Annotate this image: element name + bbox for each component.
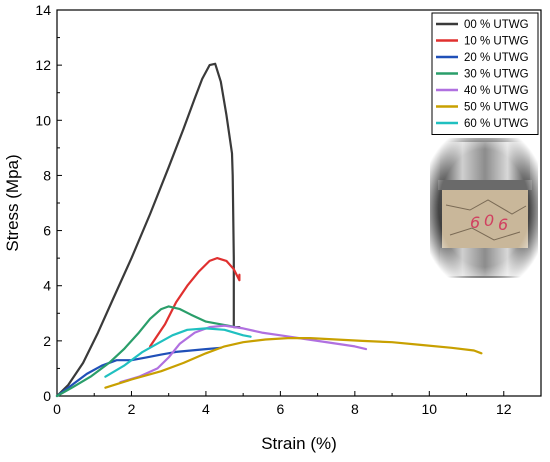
y-tick-label: 2 bbox=[43, 333, 51, 349]
y-axis-title: Stress (Mpa) bbox=[3, 154, 22, 251]
series-line-3 bbox=[55, 305, 237, 398]
series-lines bbox=[55, 62, 483, 398]
legend-label: 50 % UTWG bbox=[464, 102, 529, 114]
legend-label: 10 % UTWG bbox=[464, 36, 529, 48]
x-tick-label: 6 bbox=[276, 401, 284, 417]
x-tick-label: 0 bbox=[53, 401, 61, 417]
y-tick-label: 8 bbox=[43, 167, 51, 183]
x-tick-label: 8 bbox=[351, 401, 359, 417]
y-tick-label: 12 bbox=[35, 57, 51, 73]
series-line-4 bbox=[119, 324, 368, 384]
y-tick-label: 0 bbox=[43, 388, 51, 404]
x-axis-ticks: 0 2 4 6 8 10 12 bbox=[53, 391, 512, 417]
y-tick-label: 4 bbox=[43, 278, 51, 294]
legend-label: 40 % UTWG bbox=[464, 85, 529, 97]
series-line-1 bbox=[149, 257, 241, 348]
y-tick-label: 10 bbox=[35, 112, 51, 128]
legend-label: 20 % UTWG bbox=[464, 52, 529, 64]
y-tick-label: 6 bbox=[43, 223, 51, 239]
legend-label: 30 % UTWG bbox=[464, 69, 529, 81]
series-line-6 bbox=[104, 327, 252, 378]
specimen-photo: 6 0 6 bbox=[430, 138, 538, 278]
series-line-5 bbox=[104, 337, 483, 389]
y-tick-label: 14 bbox=[35, 2, 51, 18]
y-axis-ticks: 0 2 4 6 8 10 12 14 bbox=[35, 2, 62, 404]
x-tick-label: 4 bbox=[202, 401, 210, 417]
x-tick-label: 12 bbox=[496, 401, 512, 417]
x-tick-label: 2 bbox=[128, 401, 136, 417]
legend: 00 % UTWG 10 % UTWG 20 % UTWG 30 % UTWG 40 %… bbox=[431, 12, 539, 135]
series-line-0 bbox=[55, 62, 241, 398]
x-tick-label: 10 bbox=[422, 401, 438, 417]
legend-label: 00 % UTWG bbox=[464, 19, 529, 31]
x-axis-title: Strain (%) bbox=[261, 434, 337, 453]
legend-label: 60 % UTWG bbox=[464, 118, 529, 130]
series-line-2 bbox=[55, 346, 222, 398]
